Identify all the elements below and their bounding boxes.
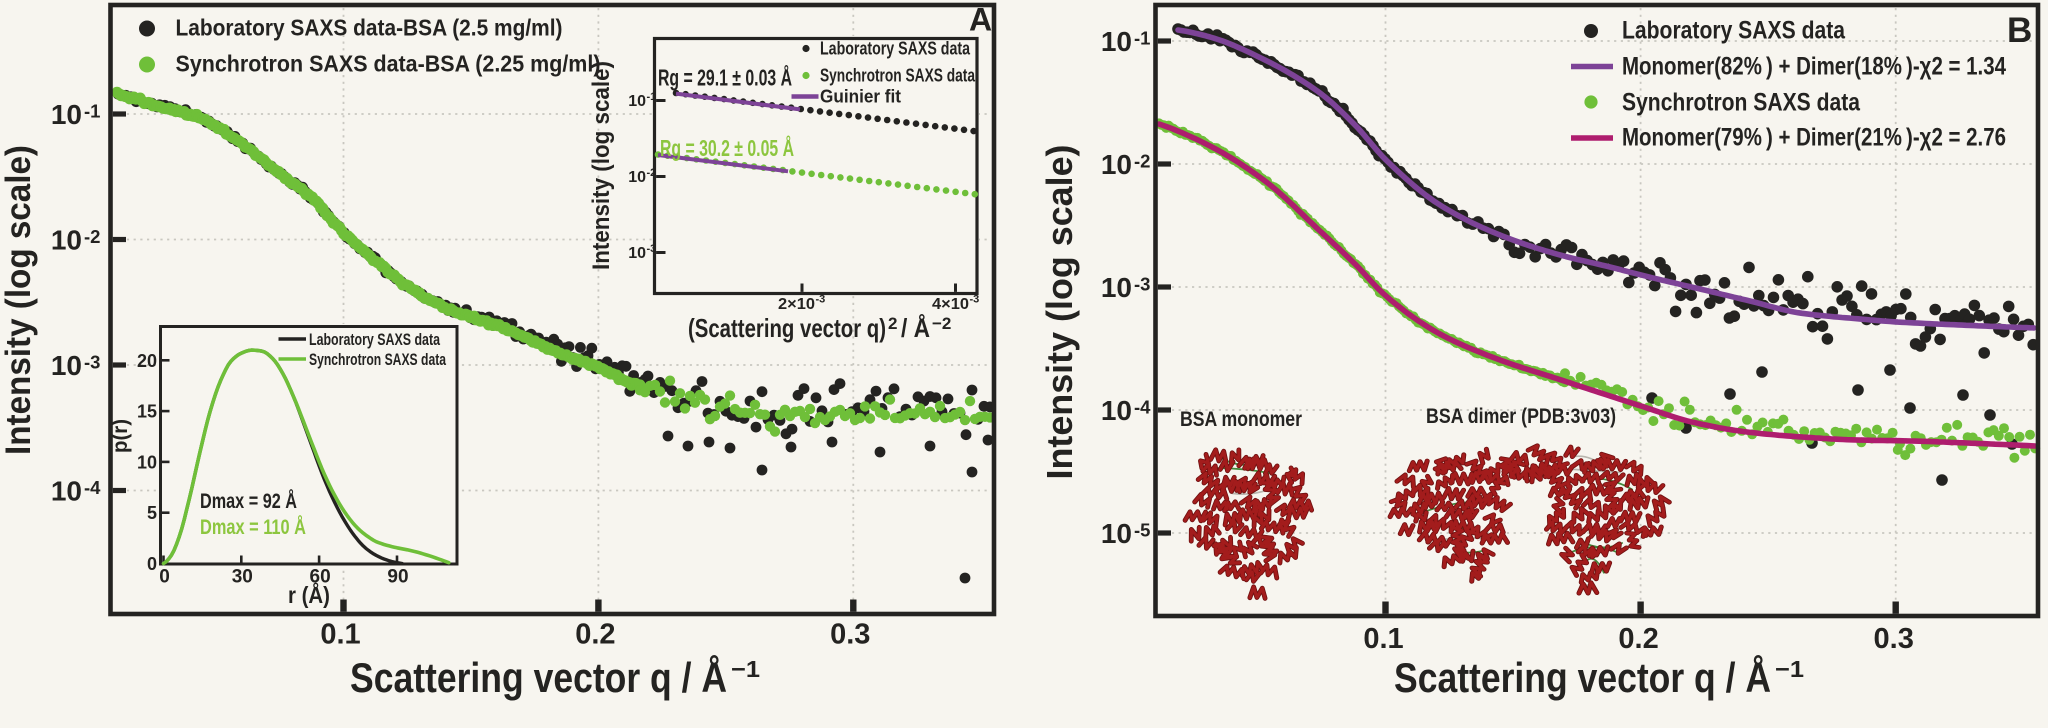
svg-text:90: 90: [387, 567, 408, 588]
svg-text:10: 10: [51, 225, 82, 256]
svg-text:10: 10: [1101, 518, 1132, 549]
svg-text:-3: -3: [84, 352, 100, 373]
svg-text:Synchrotron SAXS data-BSA (2.2: Synchrotron SAXS data-BSA (2.25 mg/ml): [176, 51, 601, 77]
svg-text:10: 10: [1101, 149, 1132, 180]
svg-text:Intensity (log scale): Intensity (log scale): [588, 61, 615, 270]
svg-text:-5: -5: [1134, 520, 1150, 541]
svg-text:-2: -2: [1134, 151, 1150, 172]
svg-text:Monomer(79% ) + Dimer(21% )-χ2: Monomer(79% ) + Dimer(21% )-χ2 = 2.76: [1622, 124, 2006, 152]
svg-text:/ Å: / Å: [901, 313, 930, 343]
svg-text:0.3: 0.3: [830, 619, 870, 651]
svg-text:Guinier fit: Guinier fit: [820, 87, 901, 107]
svg-text:Synchrotron SAXS data: Synchrotron SAXS data: [820, 66, 976, 86]
svg-text:10: 10: [1101, 272, 1132, 303]
svg-text:2×10: 2×10: [778, 296, 815, 313]
svg-text:Scattering vector q / Å: Scattering vector q / Å: [350, 654, 727, 701]
svg-text:BSA dimer (PDB:3v03): BSA dimer (PDB:3v03): [1426, 404, 1616, 428]
svg-text:60: 60: [310, 567, 331, 588]
svg-text:Dmax = 92 Å: Dmax = 92 Å: [200, 487, 297, 513]
svg-text:-1: -1: [1134, 28, 1150, 49]
svg-text:-2: -2: [84, 226, 100, 247]
svg-text:0: 0: [159, 567, 170, 588]
svg-text:Monomer(82% ) + Dimer(18% )-χ2: Monomer(82% ) + Dimer(18% )-χ2 = 1.34: [1622, 53, 2006, 81]
svg-text:-4: -4: [84, 477, 101, 498]
svg-text:10: 10: [628, 245, 646, 262]
svg-text:10: 10: [628, 93, 646, 110]
svg-text:-2: -2: [647, 167, 657, 179]
svg-text:(Scattering vector q): (Scattering vector q): [688, 313, 886, 343]
svg-text:-1: -1: [84, 101, 100, 122]
svg-text:-4: -4: [1134, 397, 1151, 418]
svg-text:Laboratory SAXS data: Laboratory SAXS data: [1622, 17, 1846, 45]
svg-text:Laboratory SAXS data-BSA (2.5: Laboratory SAXS data-BSA (2.5 mg/ml): [176, 15, 563, 41]
svg-text:Rg = 29.1 ± 0.03 Å: Rg = 29.1 ± 0.03 Å: [658, 64, 792, 91]
svg-text:10: 10: [1101, 26, 1132, 57]
svg-text:Laboratory SAXS data: Laboratory SAXS data: [820, 39, 971, 59]
svg-text:-3: -3: [816, 294, 826, 306]
svg-text:10: 10: [51, 350, 82, 381]
svg-text:Rg = 30.2 ± 0.05 Å: Rg = 30.2 ± 0.05 Å: [660, 134, 794, 161]
svg-text:0.2: 0.2: [1618, 623, 1658, 655]
svg-text:−1: −1: [1775, 656, 1804, 682]
svg-text:r (Å): r (Å): [288, 581, 330, 608]
svg-text:0: 0: [147, 554, 157, 574]
svg-text:A: A: [969, 2, 992, 38]
svg-text:Synchrotron SAXS data: Synchrotron SAXS data: [309, 350, 446, 369]
svg-text:0.2: 0.2: [575, 619, 615, 651]
svg-text:10: 10: [51, 99, 82, 130]
svg-text:5: 5: [147, 503, 157, 523]
svg-text:Laboratory SAXS data: Laboratory SAXS data: [309, 330, 440, 349]
svg-text:-3: -3: [647, 243, 657, 255]
svg-text:−2: −2: [932, 314, 951, 333]
svg-text:10: 10: [51, 476, 82, 507]
svg-text:4×10: 4×10: [932, 296, 969, 313]
svg-text:Synchrotron SAXS data: Synchrotron SAXS data: [1622, 89, 1861, 117]
svg-text:15: 15: [137, 402, 157, 422]
svg-text:p(r): p(r): [109, 419, 132, 453]
svg-text:Dmax = 110 Å: Dmax = 110 Å: [200, 513, 306, 539]
svg-text:Intensity (log scale): Intensity (log scale): [0, 145, 38, 455]
svg-text:2: 2: [888, 314, 897, 333]
svg-text:BSA monomer: BSA monomer: [1180, 407, 1303, 431]
svg-text:30: 30: [232, 567, 253, 588]
svg-text:10: 10: [1101, 395, 1132, 426]
svg-text:10: 10: [628, 169, 646, 186]
svg-text:0.3: 0.3: [1874, 623, 1914, 655]
svg-text:Scattering vector q / Å: Scattering vector q / Å: [1394, 654, 1771, 701]
svg-text:10: 10: [137, 452, 157, 472]
svg-text:B: B: [2007, 11, 2032, 50]
svg-text:0.1: 0.1: [1363, 623, 1403, 655]
svg-text:-3: -3: [970, 294, 980, 306]
svg-text:0.1: 0.1: [320, 619, 360, 651]
svg-text:Intensity (log scale): Intensity (log scale): [1039, 145, 1080, 480]
svg-text:-3: -3: [1134, 274, 1150, 295]
svg-text:−1: −1: [731, 656, 760, 682]
svg-text:-1: -1: [647, 91, 657, 103]
svg-text:20: 20: [137, 351, 157, 371]
